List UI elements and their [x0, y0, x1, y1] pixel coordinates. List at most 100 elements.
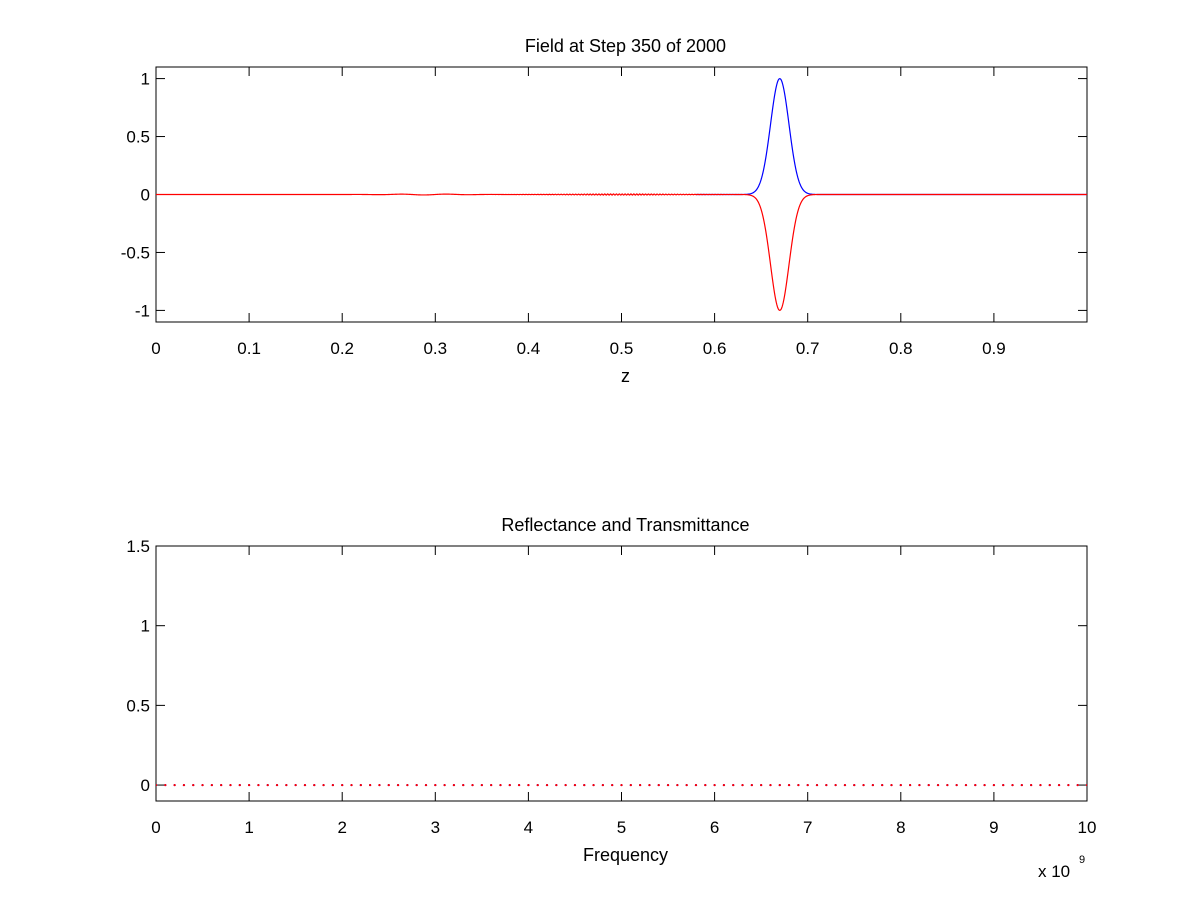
rt-series-2-point	[918, 783, 921, 787]
rt-series-2-point	[545, 783, 549, 787]
rt-series-2-point	[387, 783, 390, 787]
rt-series-2-point	[424, 783, 428, 787]
rt-series-2-point	[750, 783, 753, 787]
rt-series-2-point	[946, 783, 949, 787]
rt-series-2-point	[694, 783, 698, 787]
rt-series-2-point	[592, 783, 595, 787]
rt-series-2-point	[303, 783, 307, 787]
x-tick-label: 8	[896, 818, 905, 837]
x-tick-label: 0.5	[610, 339, 634, 358]
rt-series-2-point	[769, 783, 772, 787]
rt-series-2-point	[443, 783, 446, 787]
rt-series-2-point	[471, 783, 474, 787]
rt-series-2-point	[359, 783, 362, 787]
rt-series-2-point	[983, 783, 986, 787]
rt-series-2-point	[369, 783, 372, 787]
x-tick-label: 0.2	[330, 339, 354, 358]
rt-series-2-point	[648, 783, 651, 787]
rt-series-2-point	[573, 783, 577, 787]
rt-series-2-point	[1057, 783, 1061, 787]
rt-series-2-point	[294, 783, 297, 787]
rt-series-2-point	[601, 783, 604, 787]
rt-series-2-point	[322, 783, 325, 787]
x-tick-label: 0	[151, 818, 160, 837]
rt-series-2-point	[266, 783, 269, 787]
rt-series-2-point	[156, 783, 158, 787]
rt-series-2-point	[490, 783, 493, 787]
x-tick-label: 5	[617, 818, 626, 837]
rt-series-2-point	[620, 783, 623, 787]
x-tick-label: 9	[989, 818, 998, 837]
y-tick-label: 1	[141, 617, 150, 636]
x-tick-label: 4	[524, 818, 533, 837]
rt-series-2-point	[517, 783, 521, 787]
rt-series-2-point	[1011, 783, 1014, 787]
rt-series-2-point	[843, 783, 847, 787]
rt-series-2-point	[341, 783, 344, 787]
x-tick-label: 6	[710, 818, 719, 837]
rt-series-2-point	[1020, 783, 1023, 787]
rt-series-2-point	[378, 783, 381, 787]
rt-series-2-point	[778, 783, 781, 787]
rt-series-2-point	[275, 783, 279, 787]
rt-series-2-point	[862, 783, 865, 787]
x-tick-label: 1	[244, 818, 253, 837]
rt-series-2-point	[881, 783, 884, 787]
rt-series-2-point	[815, 783, 819, 787]
rt-series-2-point	[257, 783, 260, 787]
x-axis-label: z	[621, 366, 630, 386]
y-tick-label: -0.5	[121, 243, 150, 262]
x-multiplier-exponent: 9	[1079, 854, 1085, 866]
rt-series-2-point	[1002, 783, 1005, 787]
rt-series-2-point	[350, 783, 353, 787]
rt-series-2-point	[992, 783, 996, 787]
rt-series-2-point	[555, 783, 558, 787]
rt-series-2-point	[1085, 783, 1087, 787]
rt-series-2-point	[722, 783, 726, 787]
rt-series-2-point	[164, 783, 167, 787]
reflectance-plot: 0 1 2 3 4 5 6 7 8 9 10 1.5 1 0.5 0 Reflectance and Tran…	[126, 515, 1096, 881]
field-series-line-2	[156, 193, 1087, 312]
rt-series-2-point	[1067, 783, 1070, 787]
chart-title: Field at Step 350 of 2000	[525, 36, 726, 56]
x-tick-label: 0.7	[796, 339, 820, 358]
rt-series-2-point	[704, 783, 707, 787]
rt-series-2-point	[834, 783, 837, 787]
y-tick-label: 0.5	[126, 696, 150, 715]
rt-series-2-point	[527, 783, 530, 787]
rt-series-2-point	[666, 783, 670, 787]
y-tick-label: 0	[141, 186, 150, 205]
rt-series-2-point	[210, 783, 213, 787]
rt-series-2-point	[396, 783, 400, 787]
rt-series-2-point	[629, 783, 632, 787]
x-tick-label: 0.4	[517, 339, 541, 358]
rt-series-2-point	[713, 783, 716, 787]
x-tick-label: 0.3	[423, 339, 447, 358]
x-tick-label: 10	[1078, 818, 1097, 837]
rt-series-2-point	[434, 783, 437, 787]
rt-series-2-point	[238, 783, 241, 787]
rt-series-2-point	[248, 783, 251, 787]
rt-series-2-point	[732, 783, 735, 787]
rt-series-2-point	[825, 783, 828, 787]
rt-series-2-point	[331, 783, 334, 787]
rt-series-2-point	[1076, 783, 1079, 787]
rt-series-2-point	[639, 783, 642, 787]
rt-series-2-point	[927, 783, 930, 787]
rt-series-2-point	[313, 783, 316, 787]
rt-series-2-point	[1048, 783, 1051, 787]
rt-series-2-point	[685, 783, 688, 787]
rt-series-2-point	[229, 783, 232, 787]
rt-series-2-point	[955, 783, 958, 787]
rt-series-2-point	[285, 783, 288, 787]
rt-series-2-point	[192, 783, 195, 787]
rt-series-2-point	[220, 783, 223, 787]
rt-series-2-point	[201, 783, 204, 787]
x-tick-label: 3	[431, 818, 440, 837]
rt-series-2-point	[499, 783, 502, 787]
x-axis-label: Frequency	[583, 845, 668, 865]
rt-series-2-point	[536, 783, 539, 787]
rt-series-2-point	[909, 783, 912, 787]
rt-series-2-point	[899, 783, 902, 787]
